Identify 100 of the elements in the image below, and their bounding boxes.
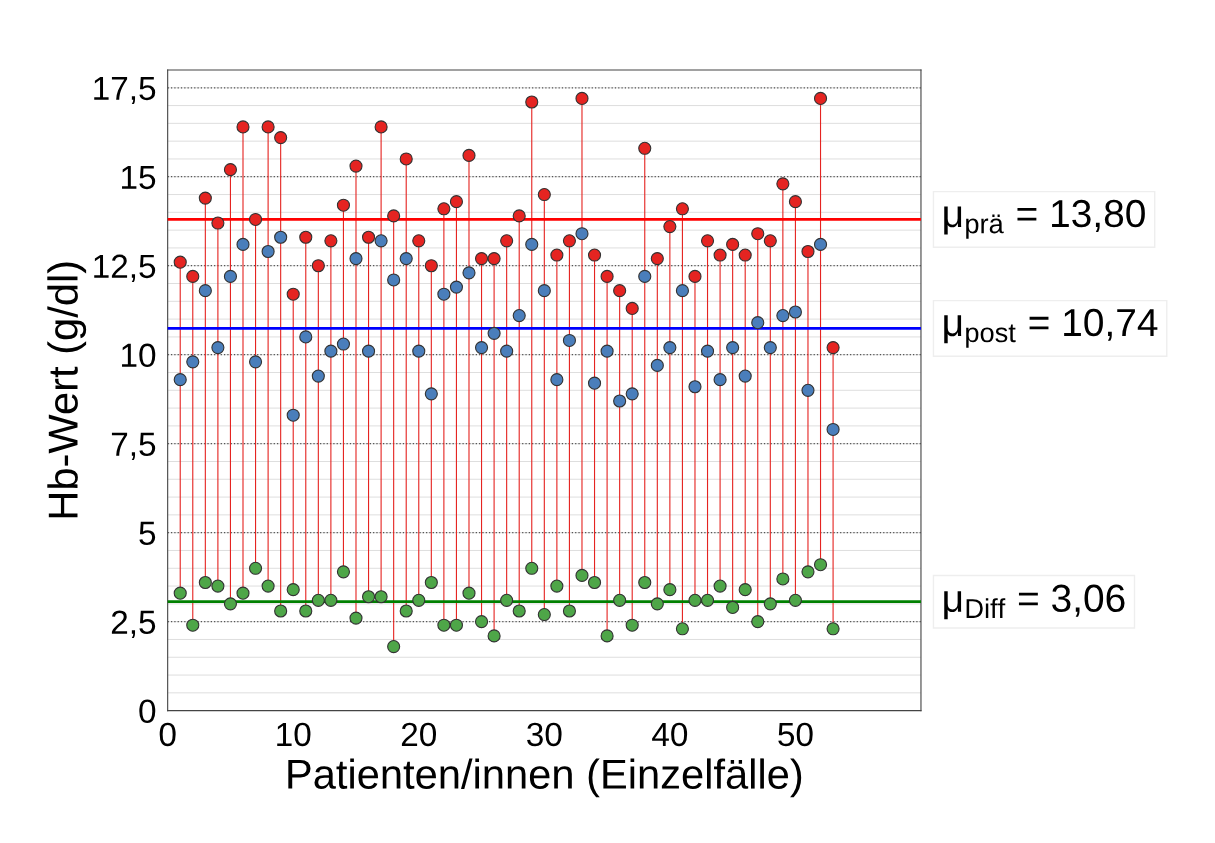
point <box>449 280 464 294</box>
y-axis-title: Hb-Wert (g/dl) <box>47 262 87 518</box>
point <box>324 234 338 248</box>
point <box>813 91 828 106</box>
point <box>173 255 187 269</box>
y-tick-label: 5 <box>139 521 156 546</box>
y-tick-label: 15 <box>122 165 156 190</box>
point <box>211 341 225 355</box>
point <box>324 593 338 607</box>
point <box>274 230 288 244</box>
point <box>374 590 388 604</box>
point <box>537 284 551 298</box>
point <box>186 355 200 369</box>
point <box>525 561 539 575</box>
point <box>776 572 790 586</box>
point <box>826 341 840 355</box>
point <box>299 330 313 344</box>
point <box>361 590 376 604</box>
point <box>462 266 476 280</box>
y-tick-label: 2,5 <box>111 610 156 639</box>
point <box>537 187 551 202</box>
point <box>575 568 589 582</box>
point <box>600 269 614 283</box>
point <box>211 216 225 230</box>
point <box>198 284 212 298</box>
point <box>713 579 727 593</box>
point <box>788 195 802 209</box>
point <box>236 586 250 600</box>
point <box>186 618 200 632</box>
point <box>361 344 376 358</box>
ref-line-label: μ$_{Diff}$ = 3,06 <box>944 584 1125 620</box>
point <box>550 248 564 262</box>
point <box>688 269 702 283</box>
point <box>336 337 351 351</box>
point <box>738 369 752 383</box>
y-tick-label: 0 <box>139 699 156 724</box>
point <box>261 120 275 134</box>
point <box>575 91 589 106</box>
point <box>299 604 313 618</box>
point <box>248 561 263 575</box>
point <box>449 195 464 209</box>
point <box>713 248 727 262</box>
point <box>223 269 238 283</box>
point <box>274 131 288 145</box>
point <box>236 237 250 251</box>
point <box>575 227 589 241</box>
point <box>261 244 275 259</box>
point <box>399 152 413 166</box>
point <box>474 252 489 266</box>
y-tick-label: 17,5 <box>94 76 156 105</box>
point <box>248 355 263 369</box>
point <box>813 237 828 251</box>
point <box>512 209 526 223</box>
point <box>801 383 815 397</box>
point <box>738 248 752 262</box>
point <box>600 629 614 643</box>
point <box>336 198 351 212</box>
point <box>286 408 300 422</box>
point <box>248 212 263 227</box>
point <box>387 640 401 654</box>
point <box>211 579 225 593</box>
point <box>788 593 802 607</box>
x-tick-label: 0 <box>159 722 176 747</box>
x-tick-label: 20 <box>401 722 437 747</box>
point <box>675 202 689 216</box>
point <box>801 244 815 259</box>
point <box>650 597 664 611</box>
ref-line-label: μ$_{prä}$ = 13,80 <box>944 199 1145 239</box>
y-tick-label: 7,5 <box>111 432 156 461</box>
point <box>311 369 325 383</box>
point <box>675 284 689 298</box>
point <box>813 558 828 572</box>
point <box>788 305 802 319</box>
point <box>726 600 740 614</box>
ref-line-label: μ$_{post}$ = 10,74 <box>944 308 1158 348</box>
point <box>638 575 652 590</box>
point <box>763 341 777 355</box>
point <box>700 344 715 358</box>
point <box>512 308 526 323</box>
point <box>663 220 677 234</box>
point <box>613 394 627 408</box>
point <box>763 234 777 248</box>
point <box>462 586 476 600</box>
point <box>525 237 539 251</box>
point <box>625 618 639 632</box>
point <box>286 287 300 301</box>
point <box>437 202 451 216</box>
point <box>738 583 752 597</box>
point <box>462 148 476 162</box>
point <box>663 341 677 355</box>
point <box>286 583 300 597</box>
point <box>700 593 715 607</box>
point <box>449 618 464 632</box>
point <box>374 234 388 248</box>
point <box>349 252 363 266</box>
point <box>562 234 576 248</box>
point <box>198 575 212 590</box>
point <box>613 593 627 607</box>
point <box>550 579 564 593</box>
point <box>424 259 438 273</box>
